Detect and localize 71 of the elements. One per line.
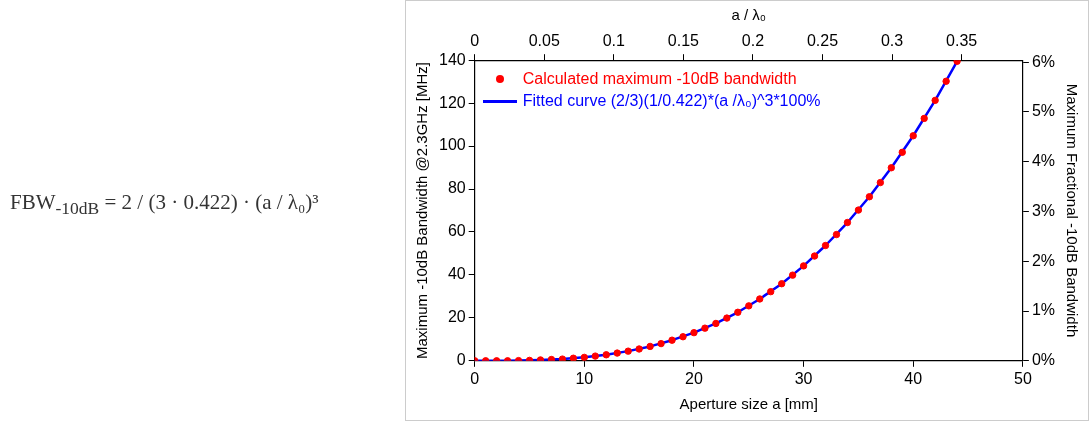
x-tick-label: 30 [794,369,813,387]
point [887,164,896,172]
point [624,347,632,355]
point [668,336,676,344]
y2-tick-label: 0% [1031,351,1055,369]
y2-axis-title: Maximum Fractional -10dB Bandwidth [1063,83,1081,338]
point [909,132,917,140]
y2-tick-label: 3% [1031,201,1055,219]
point [854,206,863,214]
point [580,353,589,361]
point [788,271,797,279]
point [591,352,599,360]
x2-tick-label: 0.3 [880,32,904,50]
point [832,230,841,239]
x-tick-label: 0 [470,369,480,387]
y-tick-label: 100 [438,136,466,154]
y-tick-label: 140 [438,50,466,68]
y2-tick-label: 5% [1031,102,1055,120]
y2-tick-label: 6% [1031,52,1055,70]
point [821,241,830,250]
point [657,339,665,348]
x2-tick-label: 0.25 [806,32,839,50]
point [613,349,621,357]
y-tick-label: 40 [447,265,466,283]
point [756,295,764,303]
x2-tick-label: 0.15 [667,32,700,50]
x-tick-label: 50 [1013,369,1032,387]
point [843,218,852,227]
point [712,319,720,328]
y2-tick-label: 1% [1031,301,1055,319]
point [876,178,885,187]
legend-label: Fitted curve (2/3)(1/0.422)*(a /λ₀)^3*100% [522,91,821,112]
point [734,308,742,316]
y-tick-label: 80 [447,179,466,197]
y-tick-label: 60 [447,222,466,240]
point [865,193,874,201]
point [931,96,939,105]
y-axis-title: Maximum -10dB Bandwidth @2.3GHz [MHz] [413,62,431,359]
point [679,333,687,341]
x-tick-label: 10 [575,369,594,387]
point [723,314,731,322]
point [898,148,906,157]
point [569,354,578,361]
x2-tick-label: 0.05 [528,32,560,50]
point [777,280,786,288]
x-tick-label: 20 [685,369,703,387]
point [635,345,643,353]
point [745,302,753,310]
y-tick-label: 0 [456,351,466,369]
x-axis-title: Aperture size a [mm] [679,395,818,413]
point [799,262,808,270]
point [690,328,698,337]
x2-tick-label: 0.2 [741,32,765,50]
y2-tick-label: 2% [1031,251,1055,269]
point [646,342,654,351]
text: FBW$_{-10dB}$ = 2 / (3 · 0.422) · (a / λ₀)³ [10,190,320,220]
y-tick-label: 20 [447,308,466,326]
point [602,351,610,359]
x2-tick-label: 0.35 [946,32,978,50]
x2-axis-title: a / λ₀ [731,6,767,24]
y2-tick-label: 4% [1031,152,1055,170]
x2-tick-label: 0 [470,32,480,50]
point [767,287,775,296]
legend-label: Calculated maximum -10dB bandwidth [522,69,797,90]
point [920,114,928,123]
point [701,324,709,332]
point [942,77,950,85]
point [810,252,819,260]
x-tick-label: 40 [904,369,923,387]
x2-tick-label: 0.1 [602,32,626,50]
y-tick-label: 120 [438,93,466,111]
